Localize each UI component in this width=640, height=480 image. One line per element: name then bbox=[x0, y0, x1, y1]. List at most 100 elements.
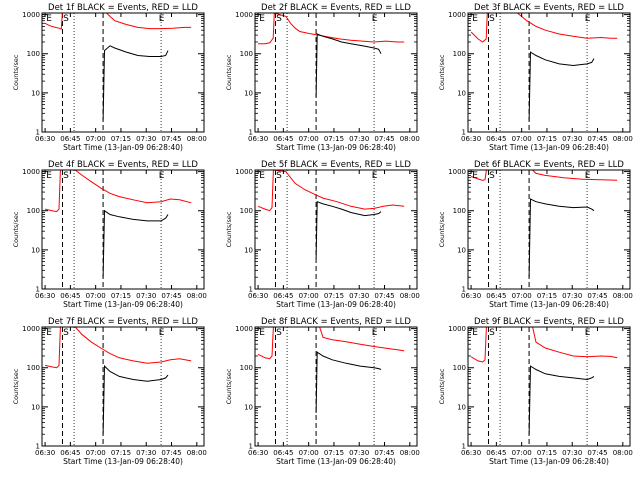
interval-marker-label: E bbox=[159, 14, 165, 24]
x-tick-label: 06:30 bbox=[35, 135, 55, 143]
x-tick-label: 06:30 bbox=[461, 449, 481, 457]
x-tick-label: 07:15 bbox=[537, 449, 557, 457]
y-tick-label: 1 bbox=[462, 286, 466, 294]
events-series-line bbox=[315, 33, 382, 97]
y-tick-label: 100 bbox=[27, 364, 40, 372]
panel-title: Det 4f BLACK = Events, RED = LLD bbox=[48, 160, 198, 170]
y-tick-label: 10 bbox=[457, 246, 466, 254]
x-tick-label: 07:15 bbox=[537, 135, 557, 143]
interval-marker-label: E bbox=[259, 171, 265, 181]
y-tick-label: 100 bbox=[453, 207, 466, 215]
y-tick-label: 1000 bbox=[235, 168, 253, 176]
panel-det-4f: Det 4f BLACK = Events, RED = LLD 06:30 06:… bbox=[12, 160, 207, 309]
interval-marker-label: S bbox=[276, 14, 282, 24]
lld-series-line bbox=[470, 327, 618, 363]
x-tick-label: 06:30 bbox=[35, 449, 55, 457]
x-tick-label: 08:00 bbox=[613, 292, 633, 300]
x-axis-label: Start Time (13-Jan-09 06:28:40) bbox=[63, 300, 183, 309]
events-series-line bbox=[315, 351, 382, 413]
interval-marker-label: S bbox=[489, 171, 495, 181]
interval-marker-label: S bbox=[489, 328, 495, 338]
y-tick-label: 1 bbox=[36, 129, 40, 137]
x-tick-label: 08:00 bbox=[400, 135, 420, 143]
y-tick-label: 1 bbox=[36, 286, 40, 294]
x-axis-label: Start Time (13-Jan-09 06:28:40) bbox=[489, 300, 609, 309]
x-tick-label: 07:00 bbox=[86, 449, 106, 457]
x-tick-label: 07:45 bbox=[374, 135, 394, 143]
panel-det-8f: Det 8f BLACK = Events, RED = LLD 06:30 06:… bbox=[225, 317, 420, 466]
y-tick-label: 1 bbox=[249, 286, 253, 294]
y-tick-label: 1 bbox=[249, 129, 253, 137]
interval-marker-label: E bbox=[259, 14, 265, 24]
panel-det-3f: Det 3f BLACK = Events, RED = LLD 06:30 06:… bbox=[438, 3, 633, 152]
plot-frame bbox=[467, 326, 631, 447]
x-tick-label: 07:30 bbox=[562, 135, 582, 143]
y-tick-label: 10 bbox=[31, 89, 40, 97]
x-tick-label: 07:00 bbox=[512, 292, 532, 300]
y-tick-label: 1000 bbox=[22, 168, 40, 176]
x-tick-label: 07:00 bbox=[299, 449, 319, 457]
x-tick-label: 06:30 bbox=[248, 449, 268, 457]
lld-series-line bbox=[258, 13, 405, 45]
x-tick-label: 06:45 bbox=[273, 135, 293, 143]
interval-marker-label: E bbox=[472, 171, 478, 181]
x-axis-label: Start Time (13-Jan-09 06:28:40) bbox=[489, 143, 609, 152]
x-tick-label: 06:30 bbox=[248, 292, 268, 300]
panel-title: Det 9f BLACK = Events, RED = LLD bbox=[474, 317, 624, 327]
x-tick-label: 07:30 bbox=[136, 292, 156, 300]
lld-series-line bbox=[257, 170, 405, 212]
x-tick-label: 07:45 bbox=[587, 449, 607, 457]
panel-det-7f: Det 7f BLACK = Events, RED = LLD 06:30 06:… bbox=[12, 317, 207, 466]
interval-marker-label: E bbox=[472, 328, 478, 338]
panel-det-9f: Det 9f BLACK = Events, RED = LLD 06:30 06:… bbox=[438, 317, 633, 466]
y-tick-label: 1000 bbox=[22, 11, 40, 19]
y-tick-label: 10 bbox=[244, 403, 253, 411]
panel-title: Det 7f BLACK = Events, RED = LLD bbox=[48, 317, 198, 327]
y-tick-label: 1 bbox=[249, 443, 253, 451]
x-tick-label: 07:45 bbox=[161, 135, 181, 143]
y-tick-label: 10 bbox=[244, 246, 253, 254]
panel-title: Det 6f BLACK = Events, RED = LLD bbox=[474, 160, 624, 170]
y-tick-label: 100 bbox=[240, 207, 253, 215]
plot-frame bbox=[254, 12, 418, 133]
x-tick-label: 06:45 bbox=[486, 292, 506, 300]
interval-marker-label: E bbox=[472, 14, 478, 24]
y-axis-label: Counts/sec bbox=[12, 54, 20, 90]
x-tick-label: 06:30 bbox=[35, 292, 55, 300]
x-axis-label: Start Time (13-Jan-09 06:28:40) bbox=[276, 457, 396, 466]
plot-frame bbox=[41, 326, 205, 447]
y-tick-label: 100 bbox=[453, 364, 466, 372]
x-tick-label: 07:30 bbox=[136, 449, 156, 457]
x-tick-label: 07:45 bbox=[587, 292, 607, 300]
interval-marker-label: S bbox=[276, 171, 282, 181]
y-tick-label: 1000 bbox=[448, 325, 466, 333]
y-axis-label: Counts/sec bbox=[438, 368, 446, 404]
x-tick-label: 07:15 bbox=[111, 292, 131, 300]
interval-marker-label: S bbox=[63, 328, 69, 338]
events-series-line bbox=[528, 365, 595, 435]
x-tick-label: 08:00 bbox=[187, 449, 207, 457]
x-tick-label: 06:45 bbox=[60, 449, 80, 457]
y-tick-label: 100 bbox=[240, 364, 253, 372]
x-tick-label: 07:00 bbox=[512, 135, 532, 143]
panel-title: Det 1f BLACK = Events, RED = LLD bbox=[48, 3, 198, 13]
x-tick-label: 06:45 bbox=[486, 135, 506, 143]
y-tick-label: 1000 bbox=[22, 325, 40, 333]
y-tick-label: 1000 bbox=[448, 11, 466, 19]
interval-marker-label: E bbox=[159, 328, 165, 338]
panel-title: Det 8f BLACK = Events, RED = LLD bbox=[261, 317, 411, 327]
x-tick-label: 08:00 bbox=[187, 135, 207, 143]
plot-frame bbox=[254, 169, 418, 290]
y-axis-label: Counts/sec bbox=[438, 211, 446, 247]
y-axis-label: Counts/sec bbox=[225, 368, 233, 404]
interval-marker-label: E bbox=[46, 328, 52, 338]
y-tick-label: 1000 bbox=[235, 325, 253, 333]
interval-marker-label: E bbox=[259, 328, 265, 338]
interval-marker-label: E bbox=[46, 171, 52, 181]
events-series-line bbox=[528, 198, 595, 278]
panel-title: Det 5f BLACK = Events, RED = LLD bbox=[261, 160, 411, 170]
y-tick-label: 10 bbox=[244, 89, 253, 97]
panel-det-5f: Det 5f BLACK = Events, RED = LLD 06:30 06:… bbox=[225, 160, 420, 309]
x-tick-label: 07:15 bbox=[111, 449, 131, 457]
